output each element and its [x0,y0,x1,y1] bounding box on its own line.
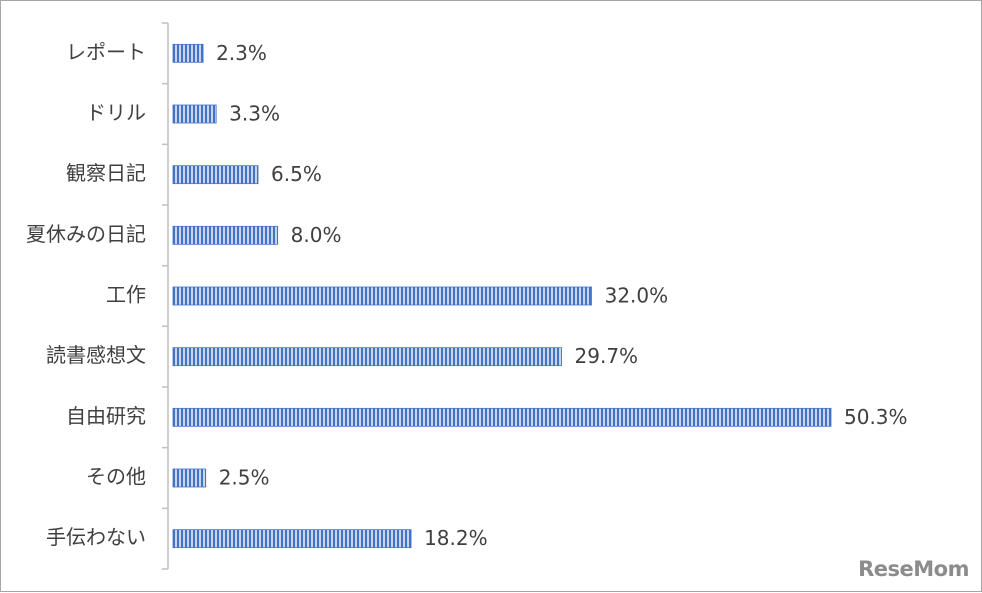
bar [172,407,832,427]
category-label: 自由研究 [66,404,146,428]
bar [172,529,412,549]
category-label: 観察日記 [66,161,146,185]
category-label: レポート [66,40,146,64]
category-label: 読書感想文 [46,343,146,367]
data-label: 2.5% [219,466,270,490]
bar [172,104,217,124]
axis-layer [162,22,169,570]
data-label: 3.3% [229,102,280,126]
category-label: 夏休みの日記 [26,222,146,246]
data-label: 8.0% [291,223,342,247]
data-label: 29.7% [575,344,639,368]
category-label: その他 [86,465,146,489]
resemom-logo: ReseMom [858,557,969,581]
bar [172,225,279,245]
category-label: 手伝わない [46,525,146,549]
data-label: 18.2% [424,526,488,550]
bar [172,286,593,306]
data-label: 32.0% [605,284,669,308]
bars-layer [172,43,832,549]
category-label: ドリル [86,101,146,125]
data-label: 2.3% [216,41,267,65]
labels-layer: レポート 2.3% ドリル 3.3% 観察日記 6.5% 夏休みの日記 8.0% 工作 32.0%… [26,40,908,550]
data-label: 50.3% [844,405,908,429]
bar [172,43,204,63]
bar [172,468,207,488]
bar [172,165,259,185]
bar [172,347,562,367]
data-label: 6.5% [271,162,322,186]
category-label: 工作 [106,283,146,307]
